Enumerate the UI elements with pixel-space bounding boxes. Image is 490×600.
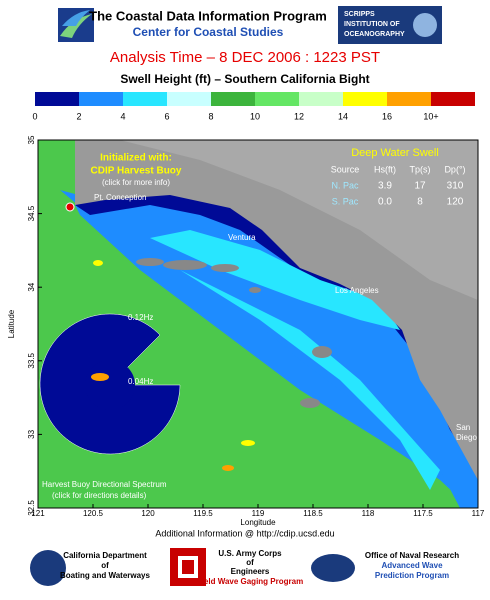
place-label: Ventura: [228, 233, 256, 242]
header-subtitle: Center for Coastal Studies: [133, 25, 284, 39]
map-labels: Initialized with: CDIP Harvest Buoy (cli…: [42, 147, 477, 500]
y-tick-label: 35: [27, 135, 36, 144]
map: [37, 139, 479, 509]
y-tick-label: 34.5: [27, 205, 36, 221]
footer-text: California Department: [63, 551, 147, 560]
colorbar-label: 2: [76, 111, 81, 121]
table-cell: 310: [447, 181, 464, 192]
scripps-text: INSTITUTION OF: [344, 21, 400, 28]
table-cell: S. Pac: [332, 196, 359, 206]
colorbar-label: 10+: [423, 111, 438, 121]
header-title: The Coastal Data Information Program: [89, 8, 327, 23]
annotation[interactable]: Harvest Buoy Directional Spectrum: [42, 480, 167, 489]
spectrum-label: 0.12Hz: [128, 313, 153, 322]
annotation[interactable]: (click for directions details): [52, 491, 147, 500]
analysis-time: Analysis Time – 8 DEC 2006 : 1223 PST: [110, 49, 380, 66]
annotation[interactable]: CDIP Harvest Buoy: [91, 166, 182, 177]
colorbar-segment: [255, 92, 299, 106]
colorbar-segment: [35, 92, 79, 106]
x-tick-label: 120: [141, 509, 155, 518]
annotation[interactable]: (click for more info): [102, 178, 170, 187]
table-cell: 17: [414, 181, 426, 192]
colorbar-label: 14: [338, 111, 348, 121]
cdip-logo: [58, 8, 94, 42]
y-tick-label: 32.5: [27, 500, 36, 516]
colorbar-label: 16: [382, 111, 392, 121]
table-header: Source: [331, 164, 360, 174]
footer-text: Prediction Program: [375, 571, 449, 580]
onr-logo: [311, 554, 355, 582]
table-header: Hs(ft): [374, 164, 396, 174]
table-title: Deep Water Swell: [351, 147, 439, 159]
place-label: Los Angeles: [335, 286, 379, 295]
y-tick-label: 33.5: [27, 352, 36, 368]
swell-table: Source Hs(ft) Tp(s) Dp(°) N. Pac 3.9 17 310 S. P…: [331, 164, 466, 207]
colorbar-label: 4: [120, 111, 125, 121]
x-tick-label: 119: [252, 509, 265, 518]
footer-text: of: [101, 561, 109, 570]
x-tick-label: 121: [31, 509, 45, 518]
y-tick-label: 34: [27, 282, 36, 291]
footer-text: Advanced Wave: [381, 561, 443, 570]
info-link[interactable]: Additional Information @ http://cdip.ucs…: [155, 528, 334, 538]
colorbar-segment: [79, 92, 123, 106]
x-tick-label: 117.5: [413, 509, 433, 518]
colorbar-label: 10: [250, 111, 260, 121]
footer-text: Field Wave Gaging Program: [197, 577, 303, 586]
colorbar-label: 6: [164, 111, 169, 121]
spectrum-label: 0.04Hz: [128, 377, 153, 386]
y-axis-label: Latitude: [7, 309, 16, 338]
colorbar-segment: [387, 92, 431, 106]
x-tick-label: 117: [472, 509, 485, 518]
table-cell: 8: [417, 197, 423, 208]
x-tick-label: 118.5: [303, 509, 323, 518]
table-cell: 0.0: [378, 197, 392, 208]
map-title: Swell Height (ft) – Southern California …: [120, 72, 369, 86]
colorbar-segment: [299, 92, 343, 106]
colorbar-label: 12: [294, 111, 304, 121]
scripps-text: SCRIPPS: [344, 11, 375, 18]
x-tick-label: 120.5: [83, 509, 104, 518]
footer-text: Engineers: [231, 567, 270, 576]
annotation: Initialized with:: [100, 153, 172, 164]
table-header: Dp(°): [444, 164, 465, 174]
footer-text: U.S. Army Corps: [218, 549, 282, 558]
place-label: San: [456, 423, 470, 432]
table-cell: 3.9: [378, 181, 392, 192]
dbw-logo: [30, 550, 66, 586]
table-cell: N. Pac: [331, 180, 359, 190]
axes: 121 120.5 120 119.5 119 118.5 118 117.5 117 32.5 3…: [27, 135, 485, 518]
x-tick-label: 119.5: [193, 509, 213, 518]
footer-text: Office of Naval Research: [365, 551, 459, 560]
colorbar-segment: [343, 92, 387, 106]
scripps-text: OCEANOGRAPHY: [344, 31, 405, 38]
x-tick-label: 118: [362, 509, 375, 518]
table-cell: 120: [447, 197, 464, 208]
colorbar-segment: [167, 92, 211, 106]
colorbar-segment: [123, 92, 167, 106]
colorbar: 0 2 4 6 8 10 12 14 16 10+: [32, 92, 475, 121]
footer-text: of: [246, 558, 254, 567]
colorbar-segment: [431, 92, 475, 106]
colorbar-segment: [211, 92, 255, 106]
footer-text: Boating and Waterways: [60, 571, 150, 580]
place-label: Diego: [456, 433, 477, 442]
place-label: Pt. Conception: [94, 193, 146, 202]
colorbar-label: 0: [32, 111, 37, 121]
y-tick-label: 33: [27, 429, 36, 438]
colorbar-label: 8: [208, 111, 213, 121]
x-axis-label: Longitude: [240, 518, 276, 527]
table-header: Tp(s): [410, 164, 431, 174]
